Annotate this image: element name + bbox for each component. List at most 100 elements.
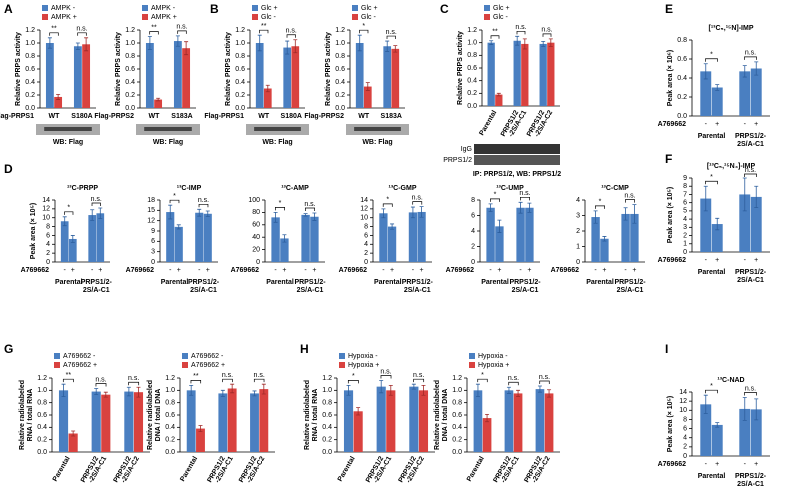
- error-bar: [715, 217, 720, 231]
- bar: [473, 390, 483, 452]
- error-bar: [489, 40, 494, 45]
- error-bar: [742, 177, 747, 212]
- y-tick-label: 1.2: [467, 27, 477, 34]
- y-tick-label: 2: [46, 250, 50, 257]
- y-tick-label: 0: [364, 259, 368, 266]
- y-tick-label: 0.4: [25, 79, 35, 86]
- y-tick-label: 0.4: [467, 78, 477, 85]
- significance-bracket: [516, 30, 526, 35]
- bar: [68, 433, 78, 452]
- error-bar: [205, 210, 210, 217]
- significance-label: n.s.: [76, 26, 87, 33]
- condition-mark: +: [497, 267, 501, 274]
- error-bar: [126, 386, 131, 397]
- y-tick-label: 0.0: [125, 105, 135, 112]
- x-tick-label: 2S/A-C1: [737, 141, 764, 148]
- bar: [376, 386, 386, 452]
- error-bar: [485, 413, 490, 423]
- significance-label: n.s.: [386, 29, 397, 36]
- significance-label: n.s.: [412, 194, 423, 201]
- bar: [54, 96, 63, 108]
- legend-label: AMPK -: [151, 5, 176, 12]
- significance-bracket: [347, 380, 359, 384]
- significance-label: n.s.: [304, 201, 315, 208]
- y-tick-label: 0.0: [677, 113, 687, 120]
- significance-label: **: [193, 373, 199, 380]
- error-bar: [303, 213, 308, 217]
- significance-label: *: [352, 373, 355, 380]
- bar: [68, 238, 77, 262]
- bar: [255, 43, 264, 108]
- x-tick-label: 2S/A-C1: [737, 481, 764, 488]
- y-tick-label: 10: [42, 215, 50, 222]
- x-tick-label: PRPS1/2-: [294, 279, 326, 286]
- y-axis-label: Peak area (× 10⁵): [30, 203, 37, 259]
- significance-bracket: [542, 33, 552, 37]
- bar: [353, 411, 363, 452]
- error-bar: [393, 45, 398, 53]
- y-axis-label: Relative radiolabeled: [304, 380, 311, 450]
- error-bar: [385, 40, 390, 52]
- condition-label: A769662: [446, 267, 475, 274]
- legend-swatch: [352, 14, 358, 20]
- bar: [203, 213, 212, 262]
- condition-mark: +: [71, 267, 75, 274]
- y-tick-label: 6: [151, 238, 155, 245]
- legend-swatch: [182, 353, 188, 359]
- bar: [283, 47, 292, 108]
- error-bar: [261, 383, 266, 395]
- legend-swatch: [182, 362, 188, 368]
- error-bar: [189, 385, 194, 396]
- y-tick-label: 0: [151, 259, 155, 266]
- legend-label: Glc +: [361, 5, 378, 12]
- error-bar: [522, 38, 527, 50]
- panel-label: D: [4, 162, 13, 176]
- y-tick-label: 0.6: [25, 66, 35, 73]
- significance-label: n.s.: [624, 192, 635, 199]
- y-tick-label: 0.2: [235, 92, 245, 99]
- significance-bracket: [744, 56, 757, 60]
- bar: [195, 212, 204, 262]
- y-tick-label: 0.8: [467, 52, 477, 59]
- y-tick-label: 14: [360, 197, 368, 204]
- bar: [486, 207, 495, 262]
- bar: [711, 224, 723, 252]
- bar: [379, 213, 388, 262]
- bar: [525, 207, 534, 262]
- significance-bracket: [359, 29, 369, 34]
- y-tick-label: 3: [683, 224, 687, 231]
- x-tick-label: Parental: [374, 279, 402, 286]
- y-tick-label: 0.6: [335, 66, 345, 73]
- error-bar: [742, 65, 747, 78]
- bar: [750, 409, 762, 456]
- error-bar: [197, 208, 202, 217]
- y-tick-label: 0.8: [37, 400, 47, 407]
- bar: [750, 196, 762, 252]
- y-tick-label: 0.4: [165, 424, 175, 431]
- condition-mark: -: [412, 267, 415, 274]
- y-tick-label: 2: [471, 243, 475, 250]
- condition-label: A769662: [658, 257, 687, 264]
- y-tick-label: 20: [252, 246, 260, 253]
- x-tick-label: PRPS1/2-: [81, 279, 113, 286]
- y-tick-label: 8: [46, 223, 50, 230]
- legend-label: AMPK +: [151, 14, 177, 21]
- chart-title: ¹³C-IMP: [177, 185, 202, 192]
- condition-mark: -: [519, 267, 522, 274]
- significance-bracket: [490, 35, 500, 39]
- y-tick-label: 15: [147, 207, 155, 214]
- bar: [495, 226, 504, 262]
- bar: [513, 393, 523, 452]
- error-bar: [742, 397, 747, 421]
- y-tick-label: 18: [147, 197, 155, 204]
- bar: [386, 390, 396, 452]
- significance-label: n.s.: [539, 374, 550, 381]
- x-tick-label: Parental: [478, 109, 498, 136]
- condition-mark: +: [602, 267, 606, 274]
- condition-label: A769662: [126, 267, 155, 274]
- bar: [186, 390, 196, 452]
- bar: [700, 198, 712, 252]
- bar: [591, 217, 600, 262]
- bar: [145, 43, 154, 108]
- significance-bracket: [64, 211, 74, 215]
